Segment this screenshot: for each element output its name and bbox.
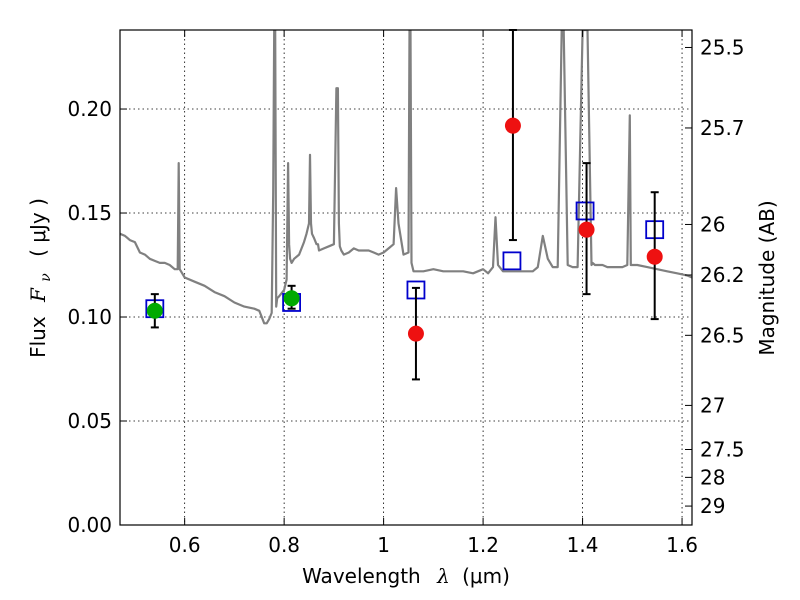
y-axis-title-symbol: F: [26, 287, 50, 303]
photometry-point: [146, 302, 163, 319]
y-tick-label: 0.10: [67, 305, 112, 329]
y-axis-title: Flux F ν ( μJy ): [26, 198, 55, 358]
photometry-point: [407, 325, 424, 342]
x-tick-label: 0.8: [268, 533, 300, 557]
plot-frame: [119, 29, 693, 526]
y-axis-title-text: Flux: [26, 316, 50, 358]
x-tick-label: 1.2: [467, 533, 499, 557]
photometry-point: [283, 290, 300, 307]
magnitude-tick-label: 27: [700, 393, 725, 417]
photometry-point: [578, 221, 595, 238]
data-layer: [120, 30, 692, 325]
x-axis-title-text: Wavelength: [302, 564, 421, 588]
y-tick-label: 0.15: [67, 201, 112, 225]
plot-background: [120, 30, 692, 525]
x-axis-title-symbol: λ: [436, 564, 450, 588]
x-tick-label: 1.4: [567, 533, 599, 557]
y2-axis-title: Magnitude (AB): [755, 200, 779, 355]
ticks: 0.6 0.8 1 1.2 1.4 1.6 0.00 0.05 0.10 0.15 0.20 25.5…: [67, 30, 745, 557]
photometry-point: [504, 117, 521, 134]
x-tick-label: 1: [377, 533, 390, 557]
magnitude-tick-label: 26.5: [700, 323, 745, 347]
magnitude-tick-label: 26.2: [700, 263, 745, 287]
x-axis-title: Wavelength λ (μm): [302, 564, 510, 588]
point-layer: [145, 29, 665, 381]
model-photometry-square: [575, 201, 595, 221]
model-photometry-square: [502, 251, 522, 271]
y-axis-title-subscript: ν: [38, 273, 54, 282]
x-tick-label: 1.6: [666, 533, 698, 557]
y-tick-label: 0.00: [67, 513, 112, 537]
magnitude-tick-label: 27.5: [700, 438, 745, 462]
y-tick-label: 0.05: [67, 409, 112, 433]
magnitude-tick-label: 25.7: [700, 116, 745, 140]
magnitude-tick-label: 26: [700, 212, 725, 236]
x-tick-label: 0.6: [169, 533, 201, 557]
x-axis-title-unit: (μm): [462, 564, 510, 588]
magnitude-tick-label: 28: [700, 465, 725, 489]
magnitude-tick-label: 29: [700, 494, 725, 518]
photometry-point: [646, 248, 663, 265]
magnitude-tick-label: 25.5: [700, 35, 745, 59]
y-axis-title-unit: ( μJy ): [26, 198, 50, 257]
spectrum-line: [120, 30, 692, 325]
y-tick-label: 0.20: [67, 97, 112, 121]
